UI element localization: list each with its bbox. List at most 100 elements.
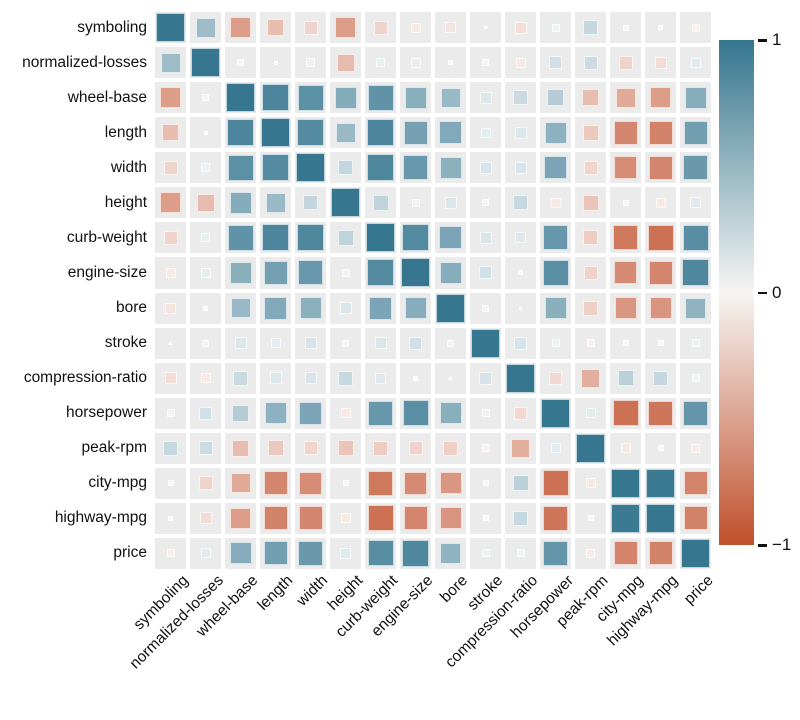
correlation-square — [199, 512, 212, 525]
correlation-square — [585, 408, 596, 419]
correlation-square — [337, 440, 354, 457]
matrix-cell — [505, 292, 536, 324]
correlation-square — [230, 298, 251, 319]
y-axis-label: horsepower — [66, 404, 147, 422]
matrix-cell — [190, 82, 221, 114]
correlation-square — [479, 266, 492, 280]
correlation-square — [515, 57, 526, 68]
correlation-square — [586, 339, 595, 348]
matrix-cell — [400, 82, 431, 114]
matrix-cell — [435, 257, 466, 289]
matrix-cell — [610, 537, 641, 569]
matrix-cell — [470, 362, 501, 394]
matrix-cell — [155, 222, 186, 254]
matrix-cell — [435, 502, 466, 534]
matrix-cell — [470, 432, 501, 464]
matrix-cell — [365, 152, 396, 184]
correlation-square — [482, 304, 489, 312]
matrix-cell — [540, 222, 571, 254]
matrix-cell — [400, 222, 431, 254]
correlation-square — [551, 23, 560, 32]
correlation-square — [410, 22, 421, 33]
colorbar-tick-label: 0 — [772, 282, 782, 302]
correlation-square — [681, 538, 710, 568]
matrix-cell — [365, 12, 396, 44]
correlation-square — [368, 400, 393, 426]
correlation-square — [648, 260, 673, 285]
correlation-square — [648, 541, 673, 566]
matrix-cell — [260, 187, 291, 219]
matrix-cell — [365, 187, 396, 219]
correlation-square — [585, 478, 596, 489]
correlation-square — [156, 13, 185, 43]
correlation-square — [543, 540, 568, 566]
matrix-cell — [645, 12, 676, 44]
matrix-cell — [680, 467, 711, 499]
correlation-square — [618, 55, 633, 70]
correlation-square — [202, 94, 209, 102]
correlation-square — [162, 124, 179, 142]
correlation-square — [481, 549, 490, 558]
correlation-square — [401, 258, 430, 288]
correlation-square — [576, 433, 605, 463]
correlation-square — [369, 296, 392, 320]
matrix-cell — [470, 222, 501, 254]
matrix-cell — [330, 222, 361, 254]
matrix-cell — [260, 12, 291, 44]
matrix-cell — [155, 537, 186, 569]
matrix-cell — [295, 432, 326, 464]
y-axis-label: city-mpg — [88, 474, 147, 492]
correlation-square — [160, 52, 181, 73]
matrix-cell — [295, 257, 326, 289]
correlation-square — [262, 154, 289, 182]
matrix-cell — [295, 222, 326, 254]
matrix-cell — [225, 292, 256, 324]
correlation-square — [622, 24, 629, 31]
matrix-cell — [575, 47, 606, 79]
matrix-cell — [645, 152, 676, 184]
correlation-square — [263, 506, 288, 531]
matrix-cell — [575, 327, 606, 359]
correlation-square — [335, 17, 356, 39]
correlation-square — [482, 480, 489, 487]
matrix-cell — [190, 47, 221, 79]
matrix-cell — [225, 152, 256, 184]
correlation-square — [331, 188, 360, 218]
matrix-cell — [575, 187, 606, 219]
y-axis-label: engine-size — [67, 263, 147, 281]
matrix-cell — [435, 432, 466, 464]
correlation-square — [229, 542, 252, 565]
correlation-square — [409, 336, 422, 350]
matrix-cell — [575, 537, 606, 569]
matrix-cell — [225, 537, 256, 569]
correlation-square — [654, 56, 667, 69]
matrix-cell — [645, 117, 676, 149]
correlation-square — [612, 400, 639, 427]
correlation-square — [340, 547, 351, 559]
matrix-cell — [155, 327, 186, 359]
matrix-cell — [435, 327, 466, 359]
correlation-square — [163, 440, 178, 456]
correlation-square — [340, 513, 351, 524]
colorbar-tick-label: 1 — [772, 30, 782, 49]
matrix-cell — [155, 12, 186, 44]
correlation-square — [297, 119, 324, 147]
correlation-square — [622, 199, 629, 206]
matrix-cell — [540, 327, 571, 359]
correlation-square — [303, 20, 318, 35]
matrix-cell — [540, 432, 571, 464]
y-axis-label: price — [113, 544, 147, 562]
matrix-cell — [470, 47, 501, 79]
matrix-cell — [155, 47, 186, 79]
matrix-cell — [155, 502, 186, 534]
matrix-cell — [540, 257, 571, 289]
matrix-cell — [155, 397, 186, 429]
correlation-square — [586, 548, 595, 558]
correlation-square — [547, 89, 564, 107]
correlation-square — [449, 376, 452, 380]
correlation-square — [232, 404, 249, 422]
correlation-square — [299, 401, 322, 425]
correlation-square — [512, 475, 529, 492]
correlation-square — [657, 340, 664, 347]
correlation-square — [683, 120, 708, 145]
